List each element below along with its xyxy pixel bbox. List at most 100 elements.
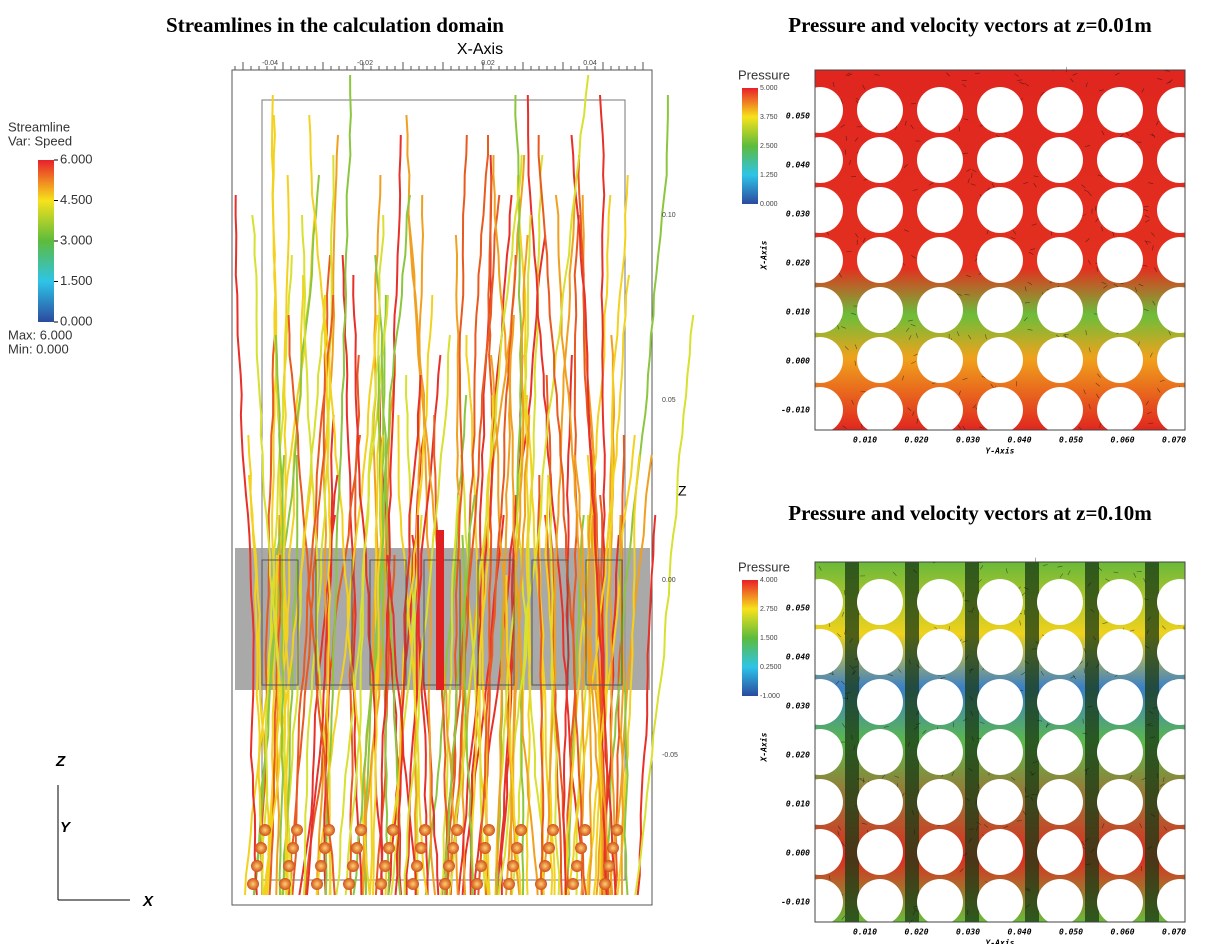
vector-stripe	[965, 562, 979, 922]
velocity-vector	[1119, 133, 1124, 138]
legend-tick-label: 1.500	[760, 635, 778, 642]
velocity-vector	[854, 137, 859, 142]
velocity-vector	[956, 331, 960, 337]
rod-hole	[917, 87, 963, 133]
velocity-vector	[1143, 598, 1149, 601]
velocity-vector	[911, 810, 915, 816]
y-tick-label: 0.050	[786, 604, 810, 613]
streamline	[352, 194, 411, 896]
rod-hole	[917, 237, 963, 283]
velocity-vector	[1025, 888, 1031, 892]
rod-hole	[977, 729, 1023, 775]
inlet-sphere	[255, 842, 267, 854]
velocity-vector	[990, 383, 994, 389]
velocity-vector	[1098, 89, 1104, 92]
velocity-vector	[1092, 635, 1097, 641]
rod-hole	[917, 387, 963, 433]
velocity-vector	[1025, 887, 1031, 890]
velocity-vector	[1084, 767, 1089, 771]
velocity-vector	[1085, 863, 1091, 865]
velocity-vector	[1138, 341, 1140, 347]
inlet-sphere	[419, 824, 431, 836]
velocity-vector	[979, 565, 984, 570]
velocity-vector	[1095, 217, 1099, 223]
rod-hole	[1037, 879, 1083, 925]
rod-hole	[857, 779, 903, 825]
velocity-vector	[895, 125, 898, 131]
inlet-sphere	[383, 842, 395, 854]
y-tick-label: 0.050	[786, 112, 810, 121]
rod-hole	[917, 337, 963, 383]
velocity-vector	[1030, 796, 1034, 802]
velocity-vector	[881, 774, 886, 779]
inlet-sphere	[351, 842, 363, 854]
velocity-vector	[1156, 773, 1159, 779]
streamline	[344, 214, 385, 896]
velocity-vector	[1019, 81, 1025, 85]
rod-hole	[1037, 829, 1083, 875]
rod-hole	[857, 187, 903, 233]
x-axis-label: X-Axis	[457, 41, 503, 58]
plot-frame	[814, 561, 1186, 923]
velocity-vector	[907, 407, 912, 412]
rod-hole	[1097, 337, 1143, 383]
velocity-vector	[854, 360, 857, 366]
velocity-vector	[968, 334, 972, 340]
rod-hole	[917, 879, 963, 925]
rod-hole	[977, 829, 1023, 875]
velocity-vector	[1022, 810, 1027, 816]
x-axis-label: Y-Axis	[986, 938, 1015, 944]
velocity-vector	[1033, 182, 1037, 188]
velocity-vector	[892, 571, 897, 576]
velocity-vector	[1031, 772, 1036, 776]
velocity-vector	[1083, 647, 1086, 653]
velocity-vector	[1145, 219, 1150, 223]
z-tick-label: 0.00	[662, 577, 676, 584]
inlet-sphere	[343, 878, 355, 890]
streamline	[516, 174, 556, 896]
velocity-vector	[1144, 215, 1150, 218]
rod-hole	[857, 337, 903, 383]
legend-max: Max: 6.000	[8, 327, 72, 342]
velocity-vector	[1083, 189, 1089, 193]
streamline	[308, 114, 371, 896]
velocity-vector	[1087, 705, 1093, 708]
velocity-vector	[1032, 761, 1038, 764]
streamline	[575, 515, 590, 896]
velocity-vector	[970, 710, 974, 716]
velocity-vector	[922, 730, 927, 734]
velocity-vector	[1072, 73, 1078, 76]
velocity-vector	[970, 183, 976, 186]
velocity-vector	[1033, 175, 1039, 178]
velocity-vector	[940, 676, 946, 679]
rod-hole	[1097, 729, 1143, 775]
inlet-sphere	[547, 824, 559, 836]
rod-hole	[857, 829, 903, 875]
velocity-vector	[847, 695, 849, 701]
velocity-vector	[842, 723, 846, 728]
inlet-sphere	[599, 878, 611, 890]
velocity-vector	[1141, 88, 1145, 93]
x-tick-label: 0.040	[1007, 436, 1031, 445]
rod-hole	[857, 237, 903, 283]
inlet-sphere	[515, 824, 527, 836]
streamline	[614, 434, 626, 896]
velocity-vector	[1024, 795, 1030, 798]
velocity-vector	[862, 84, 866, 90]
rod	[369, 559, 407, 686]
streamline	[322, 294, 332, 896]
rod-hole	[977, 287, 1023, 333]
rod-hole	[797, 287, 843, 333]
velocity-vector	[962, 425, 966, 431]
velocity-vector	[1143, 578, 1146, 583]
inlet-sphere	[283, 860, 295, 872]
velocity-vector	[968, 668, 974, 671]
streamline	[377, 354, 391, 896]
rod-hole	[917, 137, 963, 183]
velocity-vector	[1094, 205, 1097, 211]
velocity-vector	[1168, 330, 1171, 336]
velocity-vector	[1023, 317, 1028, 322]
inlet-sphere	[415, 842, 427, 854]
streamline	[477, 254, 517, 896]
y-tick-label: 0.040	[786, 161, 810, 170]
